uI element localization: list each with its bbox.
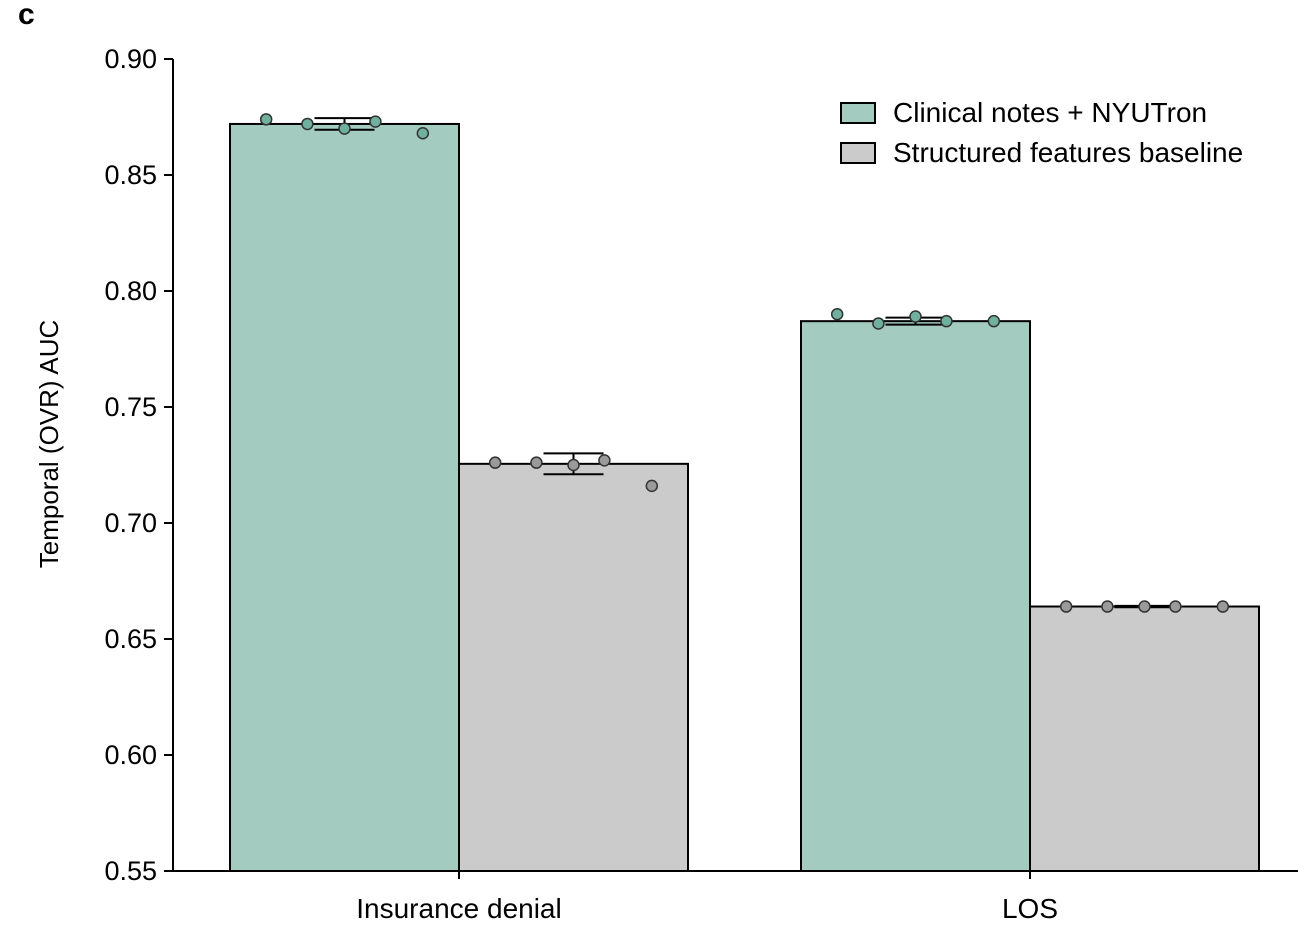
data-point-1-0-0 [830, 307, 844, 321]
data-point-0-0-4 [416, 126, 430, 140]
data-point-0-0-2 [338, 122, 351, 135]
data-point-0-0-0 [259, 113, 273, 126]
data-point-1-0-2 [909, 310, 922, 323]
y-tick-label-7: 0.90 [104, 44, 157, 74]
data-point-0-0-3 [369, 115, 382, 128]
points-layer [259, 113, 1230, 613]
data-point-0-1-1 [530, 456, 543, 469]
legend-label-0: Clinical notes + NYUTron [893, 97, 1207, 128]
y-tick-label-5: 0.80 [104, 276, 157, 306]
data-point-1-1-4 [1216, 600, 1230, 613]
legend-label-1: Structured features baseline [893, 137, 1243, 168]
y-tick-label-2: 0.65 [104, 624, 157, 654]
data-point-1-0-3 [940, 314, 953, 328]
data-point-0-1-2 [567, 458, 580, 472]
legend-swatch-0 [840, 102, 876, 124]
data-point-1-0-4 [987, 314, 1001, 328]
bar-0-0 [229, 122, 460, 872]
y-tick-label-1: 0.60 [104, 740, 157, 770]
category-label-0: Insurance denial [356, 893, 561, 924]
data-point-0-1-3 [598, 454, 611, 467]
data-point-1-1-1 [1101, 600, 1114, 613]
data-point-1-1-2 [1138, 600, 1151, 613]
data-point-1-0-1 [872, 317, 885, 330]
y-tick-label-4: 0.75 [104, 392, 157, 422]
data-point-1-1-0 [1059, 600, 1073, 613]
bar-1-1 [1029, 605, 1260, 873]
bar-1-0 [800, 320, 1031, 873]
data-point-1-1-3 [1169, 600, 1182, 613]
panel-label: c [18, 0, 35, 31]
data-point-0-1-4 [645, 479, 659, 493]
bar-0-1 [458, 462, 689, 872]
legend-swatch-1 [840, 142, 876, 164]
y-tick-label-3: 0.70 [104, 508, 157, 538]
axes-layer: Insurance denial LOS 0.55 0.60 0.65 0.70 0.75 0… [104, 44, 1298, 924]
data-point-0-0-1 [301, 117, 314, 131]
y-tick-label-6: 0.85 [104, 160, 157, 190]
bars-layer [229, 122, 1260, 873]
category-label-1: LOS [1002, 893, 1058, 924]
y-tick-label-0: 0.55 [104, 856, 157, 886]
legend: Clinical notes + NYUTron Structured featu… [840, 97, 1243, 168]
y-axis-title: Temporal (OVR) AUC [34, 320, 64, 569]
data-point-0-1-0 [488, 456, 502, 469]
